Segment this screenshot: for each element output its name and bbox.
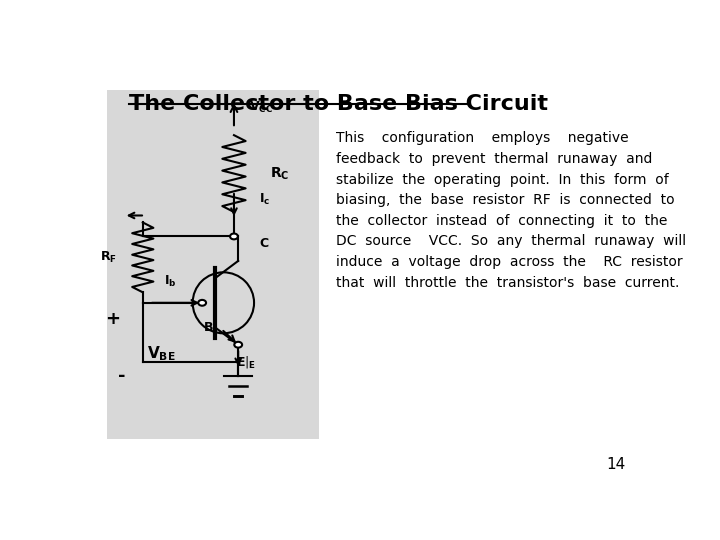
Text: I$_{\mathregular{b}}$: I$_{\mathregular{b}}$ [164, 274, 176, 289]
Text: I$_{\mathregular{c}}$: I$_{\mathregular{c}}$ [259, 192, 271, 207]
Text: 14: 14 [606, 457, 626, 472]
Text: B: B [204, 321, 214, 334]
Text: C: C [259, 237, 269, 250]
Text: This    configuration    employs    negative
feedback  to  prevent  thermal  run: This configuration employs negative feed… [336, 131, 685, 289]
Text: R$_{\mathregular{F}}$: R$_{\mathregular{F}}$ [100, 250, 117, 265]
Text: -: - [118, 367, 125, 385]
Text: R$_{\mathregular{C}}$: R$_{\mathregular{C}}$ [270, 165, 289, 182]
Circle shape [198, 300, 206, 306]
Text: V$_{\mathregular{BE}}$: V$_{\mathregular{BE}}$ [147, 344, 176, 363]
Text: E$\vert_{\mathregular{E}}$: E$\vert_{\mathregular{E}}$ [236, 354, 256, 370]
Text: V$_{\mathregular{CC}}$: V$_{\mathregular{CC}}$ [249, 100, 273, 115]
Text: +: + [106, 309, 121, 328]
Bar [107, 90, 319, 439]
Text: The Collector to Base Bias Circuit: The Collector to Base Bias Circuit [129, 94, 548, 114]
Circle shape [230, 233, 238, 239]
Circle shape [234, 342, 242, 348]
